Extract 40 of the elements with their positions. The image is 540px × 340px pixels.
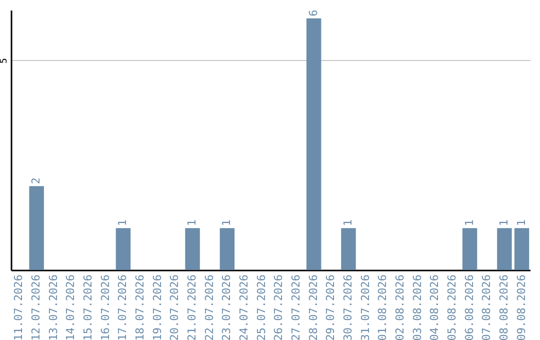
x-tick-label: 01.08.2026 <box>376 274 390 340</box>
x-tick-label: 03.08.2026 <box>410 274 424 340</box>
x-tick-label: 21.07.2026 <box>186 274 199 340</box>
x-tick-label: 07.08.2026 <box>480 274 494 340</box>
x-tick-label: 26.07.2026 <box>272 274 286 340</box>
x-tick-label: 23.07.2026 <box>220 274 234 340</box>
x-tick-label: 14.07.2026 <box>64 274 78 340</box>
x-tick-label: 19.07.2026 <box>150 274 164 340</box>
x-tick-label: 31.07.2026 <box>358 274 372 340</box>
x-tick-label: 08.08.2026 <box>497 274 510 340</box>
x-tick-label: 13.07.2026 <box>46 274 60 340</box>
data-label: 2 <box>30 178 43 184</box>
x-tick-label: 06.08.2026 <box>462 274 476 340</box>
x-tick-label: 12.07.2026 <box>30 274 43 340</box>
x-tick-label: 25.07.2026 <box>254 274 268 340</box>
x-tick-label: 18.07.2026 <box>134 274 147 340</box>
x-tick-label: 17.07.2026 <box>116 274 130 340</box>
x-tick-label: 22.07.2026 <box>202 274 216 340</box>
x-tick-label: 24.07.2026 <box>238 274 251 340</box>
x-tick-label: 05.08.2026 <box>445 274 458 340</box>
x-tick-label: 20.07.2026 <box>168 274 182 340</box>
x-tick-label: 09.08.2026 <box>514 274 528 340</box>
data-label: 1 <box>186 219 199 226</box>
x-tick-label: 28.07.2026 <box>306 274 320 340</box>
data-label: 1 <box>341 219 354 226</box>
x-tick-label: 16.07.2026 <box>98 274 112 340</box>
x-tick-label: 27.07.2026 <box>289 274 302 340</box>
x-tick-label: 04.08.2026 <box>428 274 442 340</box>
x-tick-label: 11.07.2026 <box>12 274 26 340</box>
data-label: 6 <box>306 10 320 16</box>
data-label: 1 <box>497 219 510 226</box>
x-tick-label: 30.07.2026 <box>341 274 354 340</box>
x-tick-label: 29.07.2026 <box>324 274 338 340</box>
data-label: 1 <box>116 219 130 226</box>
x-tick-label: 15.07.2026 <box>82 274 95 340</box>
x-tick-label: 02.08.2026 <box>393 274 406 340</box>
data-label: 1 <box>514 219 528 226</box>
y-tick-label: 5 <box>0 58 10 64</box>
data-label: 1 <box>220 219 234 226</box>
data-label: 1 <box>462 219 476 226</box>
